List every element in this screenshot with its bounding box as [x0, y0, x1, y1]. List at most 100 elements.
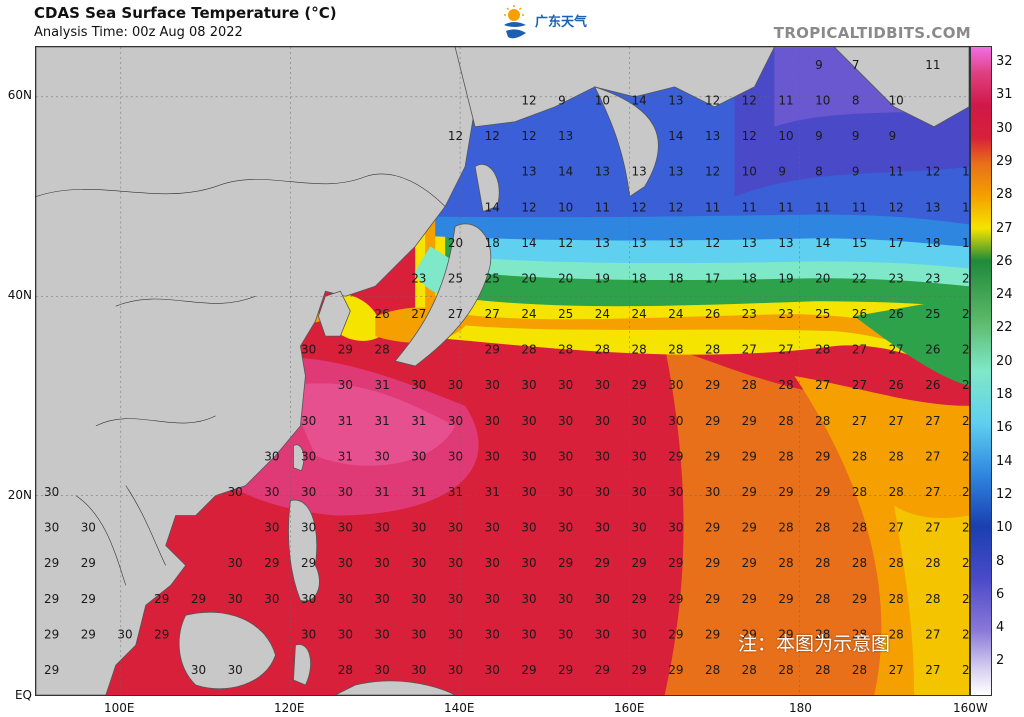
site-watermark: TROPICALTIDBITS.COM — [773, 24, 971, 42]
sst-value-label: 28 — [815, 343, 830, 357]
sst-value-label: 29 — [44, 556, 59, 570]
sst-value-label: 29 — [705, 627, 720, 641]
sst-value-label: 12 — [705, 165, 720, 179]
sst-value-label: 29 — [815, 485, 830, 499]
sst-value-label: 11 — [889, 165, 904, 179]
alaska — [833, 47, 969, 128]
colorbar-tick-label: 29 — [996, 153, 1013, 169]
sst-value-label: 29 — [632, 378, 647, 392]
sst-value-label: 30 — [521, 449, 536, 463]
sst-value-label: 30 — [668, 378, 683, 392]
sst-value-label: 27 — [962, 449, 970, 463]
sst-value-label: 30 — [264, 592, 279, 606]
sst-value-label: 17 — [889, 236, 904, 250]
sst-value-label: 12 — [521, 129, 536, 143]
sst-value-label: 9 — [852, 129, 860, 143]
sst-value-label: 12 — [925, 165, 940, 179]
sst-value-label: 12 — [742, 129, 757, 143]
sst-value-label: 31 — [411, 414, 426, 428]
sst-value-label: 26 — [705, 307, 720, 321]
sst-value-label: 18 — [668, 271, 683, 285]
sst-value-label: 28 — [852, 663, 867, 677]
sst-value-label: 13 — [925, 200, 940, 214]
sst-value-label: 30 — [338, 627, 353, 641]
sst-value-label: 26 — [925, 378, 940, 392]
sst-value-label: 30 — [705, 485, 720, 499]
lon-label-140e: 140E — [444, 701, 475, 715]
sst-value-label: 10 — [778, 129, 793, 143]
sst-value-label: 28 — [705, 343, 720, 357]
sst-value-label: 30 — [558, 485, 573, 499]
sst-value-label: 30 — [485, 414, 500, 428]
colorbar-tick-label: 32 — [996, 54, 1013, 69]
sst-value-label: 23 — [411, 271, 426, 285]
sst-value-label: 28 — [778, 414, 793, 428]
sst-value-label: 30 — [632, 521, 647, 535]
sst-value-label: 28 — [852, 556, 867, 570]
sst-value-label: 24 — [632, 307, 647, 321]
sst-value-label: 30 — [301, 343, 316, 357]
sst-value-label: 28 — [815, 414, 830, 428]
sst-value-label: 8 — [815, 165, 823, 179]
sst-value-label: 12 — [668, 200, 683, 214]
sst-value-label: 10 — [889, 94, 904, 108]
sst-value-label: 30 — [81, 521, 96, 535]
sst-value-label: 15 — [852, 236, 867, 250]
sst-value-label: 30 — [558, 521, 573, 535]
colorbar-tick-label: 30 — [996, 120, 1013, 136]
sst-value-label: 30 — [558, 449, 573, 463]
sst-value-label: 11 — [778, 94, 793, 108]
sst-value-label: 23 — [925, 271, 940, 285]
sst-value-label: 30 — [521, 556, 536, 570]
sst-value-label: 11 — [742, 200, 757, 214]
sst-value-label: 14 — [668, 129, 683, 143]
sst-value-label: 29 — [154, 592, 169, 606]
sst-value-label: 13 — [668, 94, 683, 108]
sst-value-label: 30 — [485, 449, 500, 463]
lat-label-60n: 60N — [7, 88, 32, 102]
sst-value-label: 30 — [374, 449, 389, 463]
sst-value-label: 28 — [815, 663, 830, 677]
sst-value-label: 9 — [852, 165, 860, 179]
sst-value-label: 23 — [778, 307, 793, 321]
sst-value-label: 30 — [668, 414, 683, 428]
sst-value-label: 28 — [778, 556, 793, 570]
sst-value-label: 11 — [705, 200, 720, 214]
colorbar-tick-label: 27 — [996, 220, 1013, 236]
sst-value-label: 20 — [521, 271, 536, 285]
sst-value-label: 25 — [925, 307, 940, 321]
sst-value-label: 27 — [485, 307, 500, 321]
sst-value-label: 30 — [411, 556, 426, 570]
sst-value-label: 29 — [154, 627, 169, 641]
sst-value-label: 10 — [595, 94, 610, 108]
sst-value-label: 30 — [301, 592, 316, 606]
sst-value-label: 28 — [742, 663, 757, 677]
sst-value-label: 30 — [558, 592, 573, 606]
sst-value-label: 13 — [742, 236, 757, 250]
sst-value-label: 31 — [338, 414, 353, 428]
weather-logo-text: 广东天气 — [535, 15, 588, 30]
sst-value-label: 30 — [485, 378, 500, 392]
sst-value-label: 29 — [742, 592, 757, 606]
sst-value-label: 30 — [374, 556, 389, 570]
sst-value-label: 29 — [595, 556, 610, 570]
sst-value-label: 29 — [485, 343, 500, 357]
sst-value-label: 30 — [632, 485, 647, 499]
sst-value-label: 13 — [521, 165, 536, 179]
sst-value-label: 28 — [889, 627, 904, 641]
sst-value-label: 28 — [521, 343, 536, 357]
sst-value-label: 30 — [668, 521, 683, 535]
lon-label-160e: 160E — [614, 701, 645, 715]
sst-value-label: 30 — [228, 556, 243, 570]
sst-value-label: 28 — [632, 343, 647, 357]
sst-value-label: 27 — [852, 378, 867, 392]
sst-value-label: 30 — [411, 378, 426, 392]
sst-value-label: 29 — [632, 663, 647, 677]
sst-value-label: 29 — [558, 663, 573, 677]
sst-value-label: 30 — [485, 663, 500, 677]
sst-value-label: 25 — [558, 307, 573, 321]
sst-value-label: 30 — [191, 663, 206, 677]
sst-value-label: 20 — [558, 271, 573, 285]
sst-value-label: 30 — [595, 521, 610, 535]
sst-value-label: 30 — [228, 663, 243, 677]
